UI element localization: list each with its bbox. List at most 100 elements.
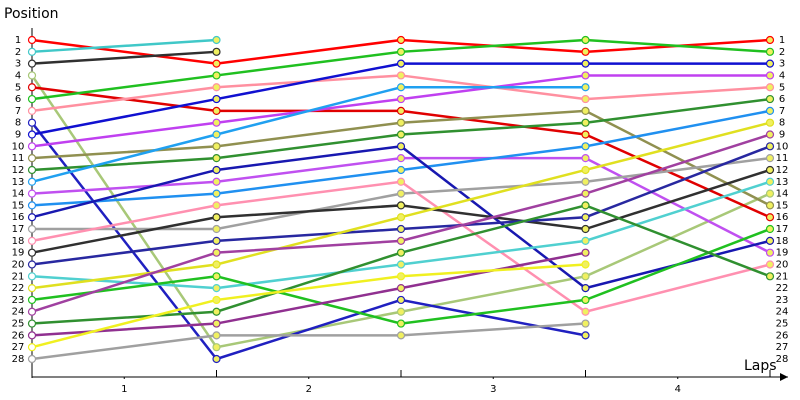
y-tick-label: 19 [12,248,25,259]
position-marker [765,83,775,92]
position-marker [581,260,590,269]
position-marker [27,154,37,163]
position-marker [27,130,37,139]
y-tick-label: 10 [12,141,25,152]
position-marker [581,248,590,257]
position-marker [396,118,406,127]
y-tick-label-right: 8 [779,118,785,129]
y-tick-label-right: 7 [779,106,785,117]
position-marker [27,331,37,340]
position-marker [581,307,590,316]
series-line [31,38,217,54]
position-marker [765,94,775,104]
position-marker [765,35,775,45]
position-marker [396,272,406,281]
y-tick-label-right: 22 [776,283,789,294]
series-line [31,50,217,65]
position-marker [27,71,37,80]
position-marker [396,189,406,198]
position-marker [27,224,37,234]
position-marker [27,272,37,281]
y-tick-label-right: 25 [776,319,789,330]
y-tick-label-right: 23 [776,295,789,306]
position-marker [581,165,590,175]
position-marker [396,83,406,92]
position-marker [581,331,590,340]
position-marker [396,224,406,234]
position-marker [396,71,406,80]
y-tick-label-right: 11 [776,153,789,164]
y-tick-label: 20 [12,259,25,270]
position-marker [212,272,221,281]
position-marker [27,260,37,269]
position-marker [581,130,590,139]
position-marker [27,213,37,222]
x-tick-label: 1 [121,384,127,395]
series-line [31,263,586,349]
y-tick-label: 24 [12,307,25,318]
y-tick-label: 2 [15,47,21,58]
series-line [30,74,771,349]
position-marker [765,248,775,257]
position-marker [27,118,37,127]
y-tick-label: 22 [12,283,25,294]
y-tick-label: 12 [12,165,25,176]
series-line [31,251,586,337]
y-tick-label-right: 6 [779,94,785,105]
y-tick-label: 5 [15,82,21,93]
y-tick-label: 3 [15,59,21,70]
y-tick-label-right: 27 [776,342,789,353]
position-marker [581,35,590,45]
position-marker [212,118,221,127]
position-marker [581,201,590,210]
position-marker [212,177,221,186]
position-marker [396,236,406,245]
position-marker [396,130,406,139]
position-marker [581,154,590,163]
position-marker [765,47,775,56]
series-line [31,180,771,314]
position-marker [27,189,37,198]
position-marker [212,106,221,115]
position-marker [396,248,406,257]
position-marker [765,59,775,68]
y-tick-label-right: 10 [776,141,789,152]
series-line [31,86,586,183]
y-tick-label-right: 21 [776,271,789,282]
position-marker [212,59,221,68]
position-marker [396,94,406,104]
position-marker [27,83,37,92]
y-tick-label: 1 [15,35,21,46]
position-marker [396,47,406,56]
position-marker [27,319,37,328]
position-marker [27,106,37,115]
y-tick-label-right: 12 [776,165,789,176]
x-tick-label: 2 [306,384,312,395]
position-marker [212,319,221,328]
y-tick-label: 23 [12,295,25,306]
axis-arrow [780,373,788,381]
position-marker [765,177,775,186]
position-marker [27,142,37,151]
position-marker [27,35,37,45]
position-marker [212,260,221,269]
position-marker [396,260,406,269]
position-marker [765,224,775,234]
position-marker [581,189,590,198]
position-marker [765,106,775,115]
y-tick-label-right: 16 [776,212,789,223]
chart-title: Position [4,6,59,22]
position-marker [396,319,406,328]
y-tick-label: 6 [15,94,21,105]
y-tick-label-right: 15 [776,200,789,211]
position-marker [212,83,221,92]
series-line [31,74,771,113]
position-marker [581,272,590,281]
position-marker [765,260,775,269]
y-tick-label: 17 [12,224,25,235]
position-marker [581,47,590,56]
y-tick-label-right: 18 [776,236,789,247]
position-marker [581,142,590,151]
position-marker [765,142,775,151]
position-marker [396,307,406,316]
